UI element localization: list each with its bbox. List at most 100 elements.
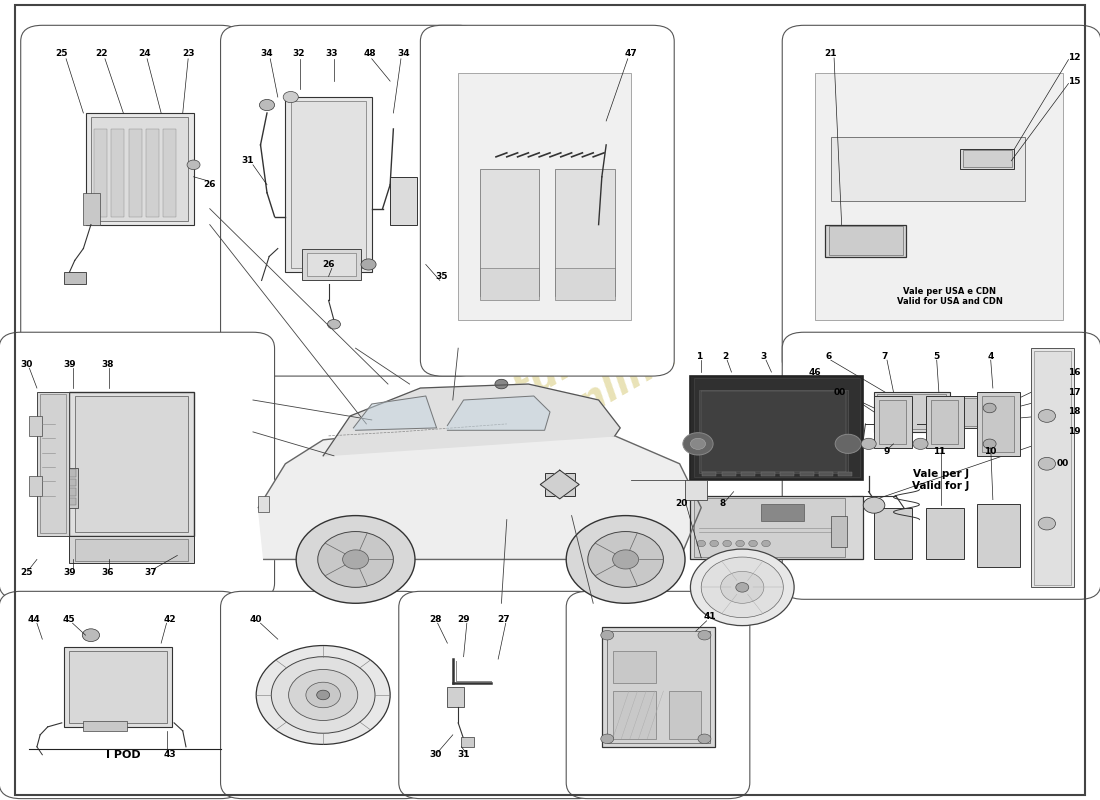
Circle shape (1038, 458, 1056, 470)
Bar (290, 101, 366, 269)
Bar (301, 249, 361, 281)
Circle shape (306, 682, 340, 708)
Text: 18: 18 (1068, 407, 1080, 417)
Text: 47: 47 (625, 49, 637, 58)
Text: 10: 10 (984, 447, 997, 456)
Bar (30, 476, 42, 496)
Text: 41: 41 (704, 612, 716, 622)
Bar (741, 472, 756, 476)
Circle shape (495, 379, 508, 389)
Bar (722, 472, 736, 476)
Circle shape (698, 630, 711, 640)
FancyBboxPatch shape (220, 591, 426, 798)
Bar (932, 400, 958, 444)
Bar (669, 691, 701, 739)
Circle shape (691, 549, 794, 626)
FancyBboxPatch shape (399, 591, 598, 798)
Bar (960, 149, 1014, 169)
Text: 26: 26 (204, 180, 216, 190)
Text: 35: 35 (436, 272, 448, 281)
Bar (69, 479, 76, 486)
Circle shape (723, 540, 732, 546)
Text: 36: 36 (101, 569, 113, 578)
Bar (694, 498, 845, 557)
Bar (874, 396, 912, 448)
Bar (307, 253, 355, 277)
Polygon shape (258, 424, 701, 559)
Bar (69, 651, 166, 723)
Bar (830, 137, 1025, 201)
Bar (95, 129, 107, 217)
Text: 2: 2 (722, 352, 728, 361)
Bar (390, 177, 417, 225)
Circle shape (861, 438, 877, 450)
Text: 37: 37 (144, 569, 156, 578)
Bar (685, 480, 706, 500)
Text: 4: 4 (988, 352, 994, 361)
Text: 30: 30 (20, 360, 32, 369)
Text: 43: 43 (164, 750, 176, 759)
Text: 32: 32 (293, 49, 305, 58)
Bar (701, 391, 846, 472)
Circle shape (1038, 517, 1056, 530)
Polygon shape (448, 396, 550, 430)
Text: 48: 48 (363, 49, 376, 58)
Bar (926, 508, 964, 559)
Text: 34: 34 (261, 49, 273, 58)
Bar (700, 390, 848, 474)
Bar (84, 722, 126, 731)
Circle shape (749, 540, 758, 546)
Circle shape (82, 629, 100, 642)
Circle shape (260, 99, 275, 110)
Text: 5: 5 (934, 352, 939, 361)
Text: 1: 1 (696, 352, 702, 361)
Text: 39: 39 (63, 569, 76, 578)
Circle shape (691, 438, 705, 450)
Bar (602, 627, 715, 746)
Text: 12: 12 (1068, 53, 1080, 62)
Bar (800, 472, 814, 476)
Bar (760, 472, 774, 476)
Circle shape (361, 259, 376, 270)
Circle shape (566, 515, 685, 603)
Bar (977, 504, 1020, 567)
Text: 27: 27 (497, 614, 510, 624)
Text: 22: 22 (96, 49, 108, 58)
Text: 3: 3 (761, 352, 767, 361)
Text: 31: 31 (458, 750, 470, 759)
Circle shape (1038, 410, 1056, 422)
Circle shape (983, 439, 997, 449)
Bar (977, 392, 1020, 456)
Bar (285, 97, 372, 273)
Circle shape (601, 734, 614, 744)
Circle shape (864, 498, 884, 514)
Circle shape (272, 657, 375, 734)
Text: 20: 20 (675, 499, 688, 508)
Circle shape (342, 550, 369, 569)
Bar (67, 468, 78, 508)
Circle shape (256, 646, 390, 744)
Bar (448, 687, 463, 707)
Bar (780, 472, 794, 476)
Bar (1031, 348, 1074, 587)
Bar (702, 472, 716, 476)
Text: 17: 17 (1068, 387, 1080, 397)
Text: 31: 31 (241, 156, 254, 166)
Text: 40: 40 (250, 614, 263, 624)
Bar (874, 508, 912, 559)
Bar (830, 515, 847, 547)
Circle shape (288, 670, 358, 721)
Text: 7: 7 (882, 352, 888, 361)
Text: 24: 24 (139, 49, 151, 58)
Circle shape (701, 557, 783, 618)
Bar (962, 150, 1012, 167)
Bar (878, 394, 946, 430)
Text: 6: 6 (826, 352, 832, 361)
Bar (691, 376, 864, 480)
Bar (613, 651, 656, 683)
Bar (37, 392, 69, 535)
Bar (820, 472, 833, 476)
Bar (146, 129, 160, 217)
Bar (955, 396, 999, 428)
Circle shape (736, 540, 745, 546)
